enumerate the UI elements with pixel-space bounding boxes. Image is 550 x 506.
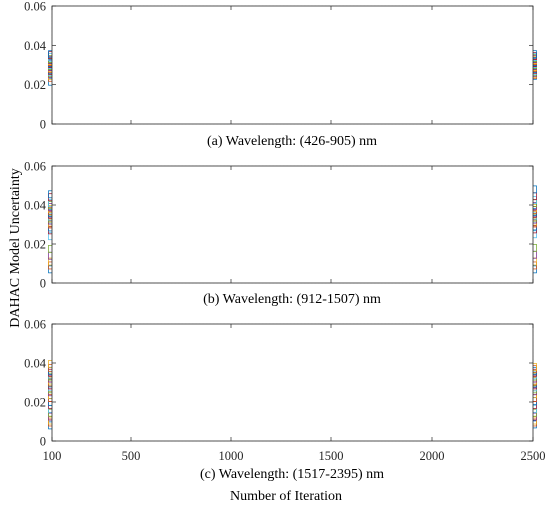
- y-tick-label: 0.04: [24, 357, 47, 371]
- y-tick-label: 0.04: [24, 199, 47, 213]
- x-tick-label: 1000: [219, 449, 244, 463]
- y-tick-label: 0: [40, 118, 46, 132]
- panel-a: 0 0.02 0.04 0.06: [24, 0, 537, 132]
- x-tick-label: 2500: [521, 449, 546, 463]
- y-tick-label: 0.02: [24, 238, 46, 252]
- panel-b: 0 0.02 0.04 0.06: [24, 160, 537, 291]
- panel-a-caption: (a) Wavelength: (426-905) nm: [207, 134, 377, 149]
- panel-c-caption: (c) Wavelength: (1517-2395) nm: [200, 467, 384, 482]
- axis-frame: [51, 165, 534, 284]
- x-tick-label: 500: [122, 449, 141, 463]
- x-tick-label: 1500: [319, 449, 344, 463]
- panel-b-caption: (b) Wavelength: (912-1507) nm: [203, 292, 381, 307]
- panel-c: 0 0.02 0.04 0.06 100 500 1000 1500 2000 2500: [24, 318, 545, 464]
- x-tick-label: 2000: [420, 449, 445, 463]
- axis-frame: [51, 5, 534, 125]
- x-axis-label: Number of Iteration: [230, 489, 342, 504]
- x-tick-label: 100: [43, 449, 62, 463]
- panels: 0 0.02 0.04 0.06 0 0.02 0.04 0.06 0 0.02 0.04 0.06 1…: [24, 0, 545, 463]
- axis-frame: [51, 323, 534, 442]
- y-tick-label: 0.06: [24, 0, 46, 14]
- y-tick-label: 0: [40, 435, 46, 449]
- y-tick-label: 0.02: [24, 78, 46, 92]
- y-tick-label: 0.06: [24, 160, 46, 174]
- y-axis-label: DAHAC Model Uncertainty: [8, 168, 23, 327]
- y-tick-label: 0.02: [24, 396, 46, 410]
- y-tick-label: 0: [40, 277, 46, 291]
- y-tick-label: 0.06: [24, 318, 46, 332]
- y-tick-label: 0.04: [24, 39, 47, 53]
